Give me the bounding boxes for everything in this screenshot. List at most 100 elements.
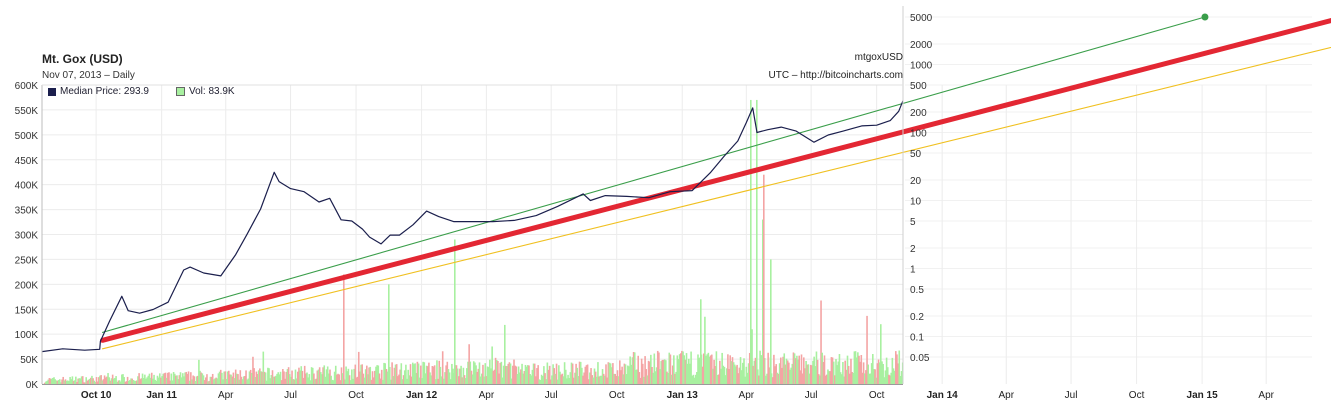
volume-bar (251, 372, 253, 384)
volume-bar (820, 300, 822, 384)
volume-bar (63, 380, 66, 384)
volume-bar (691, 375, 694, 384)
volume-bar (724, 375, 727, 384)
volume-bar (819, 375, 821, 384)
volume-bar (344, 379, 346, 384)
volume-bar (658, 352, 660, 384)
volume-bar (792, 352, 795, 384)
volume-bar (355, 377, 358, 384)
volume-bar (393, 367, 396, 384)
volume-bar (356, 376, 359, 384)
volume-bar (859, 361, 861, 384)
volume-bar (216, 378, 219, 384)
volume-bar (168, 372, 170, 384)
volume-bar (573, 377, 575, 384)
volume-bar (563, 362, 566, 384)
volume-bar (854, 351, 857, 384)
volume-bar (436, 360, 438, 384)
volume-bar (140, 378, 143, 384)
volume-bar (219, 369, 222, 384)
volume-bar (261, 371, 263, 384)
volume-bar (842, 361, 844, 384)
volume-bar (786, 360, 789, 384)
volume-bar (238, 379, 240, 384)
volume-bar (539, 380, 542, 384)
volume-bar (283, 371, 285, 384)
volume-bar (709, 355, 712, 384)
volume-bar (444, 372, 446, 384)
volume-bar (527, 365, 529, 384)
volume-bar (844, 360, 846, 384)
volume-bar (175, 375, 177, 384)
volume-bar (714, 366, 717, 384)
volume-bar (407, 369, 409, 384)
volume-bar (438, 360, 441, 384)
volume-bar (125, 381, 128, 384)
volume-bar (821, 352, 823, 384)
volume-bar (589, 372, 591, 384)
volume-bar (325, 369, 328, 384)
price-tick-label: 200 (910, 108, 927, 119)
volume-bar (837, 361, 840, 384)
volume-bar (182, 373, 184, 384)
volume-bar (352, 378, 354, 384)
volume-bar (728, 368, 730, 384)
volume-bar (785, 358, 788, 384)
volume-bar (217, 373, 220, 384)
volume-bar (479, 376, 482, 384)
price-series (41, 100, 904, 353)
volume-bar (489, 359, 491, 384)
volume-bar (648, 361, 651, 384)
volume-bar (727, 354, 729, 384)
volume-bar (602, 373, 605, 384)
volume-bar (316, 370, 319, 384)
volume-bar (221, 372, 223, 384)
price-tick-label: 2000 (910, 40, 933, 51)
legend-label: Median Price: 293.9 (60, 86, 149, 97)
volume-bar (246, 379, 248, 384)
volume-bar (507, 363, 510, 384)
volume-bar (349, 380, 352, 384)
volume-bar (178, 375, 181, 384)
volume-bar (85, 377, 87, 384)
volume-bar (418, 377, 421, 384)
volume-bar (559, 371, 561, 384)
volume-bar (836, 365, 838, 384)
volume-bar (224, 371, 227, 384)
volume-bar (824, 375, 827, 384)
volume-bar (222, 379, 224, 384)
volume-bar (225, 378, 228, 384)
volume-bar (361, 364, 363, 384)
volume-bar (666, 371, 668, 384)
volume-bar (751, 329, 753, 384)
volume-bar (614, 373, 616, 384)
volume-bar (46, 380, 48, 384)
volume-bar (83, 382, 85, 384)
volume-bar (477, 368, 480, 384)
volume-bar (264, 372, 267, 384)
volume-bar (554, 373, 557, 384)
volume-bar (886, 367, 889, 384)
volume-bar (69, 376, 71, 384)
volume-bar (111, 374, 114, 384)
volume-bar (54, 379, 56, 384)
trend-line (100, 17, 1331, 343)
volume-bar (693, 377, 696, 384)
volume-bar (102, 379, 105, 384)
volume-bar (560, 374, 562, 384)
chart-subtitle: Nov 07, 2013 – Daily (42, 70, 135, 81)
price-tick-label: 20 (910, 176, 922, 187)
volume-bar (545, 379, 547, 384)
volume-bar (49, 378, 52, 384)
volume-bar (697, 354, 699, 384)
volume-bar (203, 380, 206, 384)
volume-bar (735, 366, 737, 384)
volume-bar (475, 365, 477, 384)
x-tick-label: Oct (869, 390, 885, 401)
volume-bar (255, 371, 258, 384)
volume-bar (185, 371, 188, 384)
volume-bar (426, 366, 429, 384)
volume-bar (380, 369, 383, 384)
price-tick-label: 0.1 (910, 333, 924, 344)
volume-bar (675, 371, 677, 384)
